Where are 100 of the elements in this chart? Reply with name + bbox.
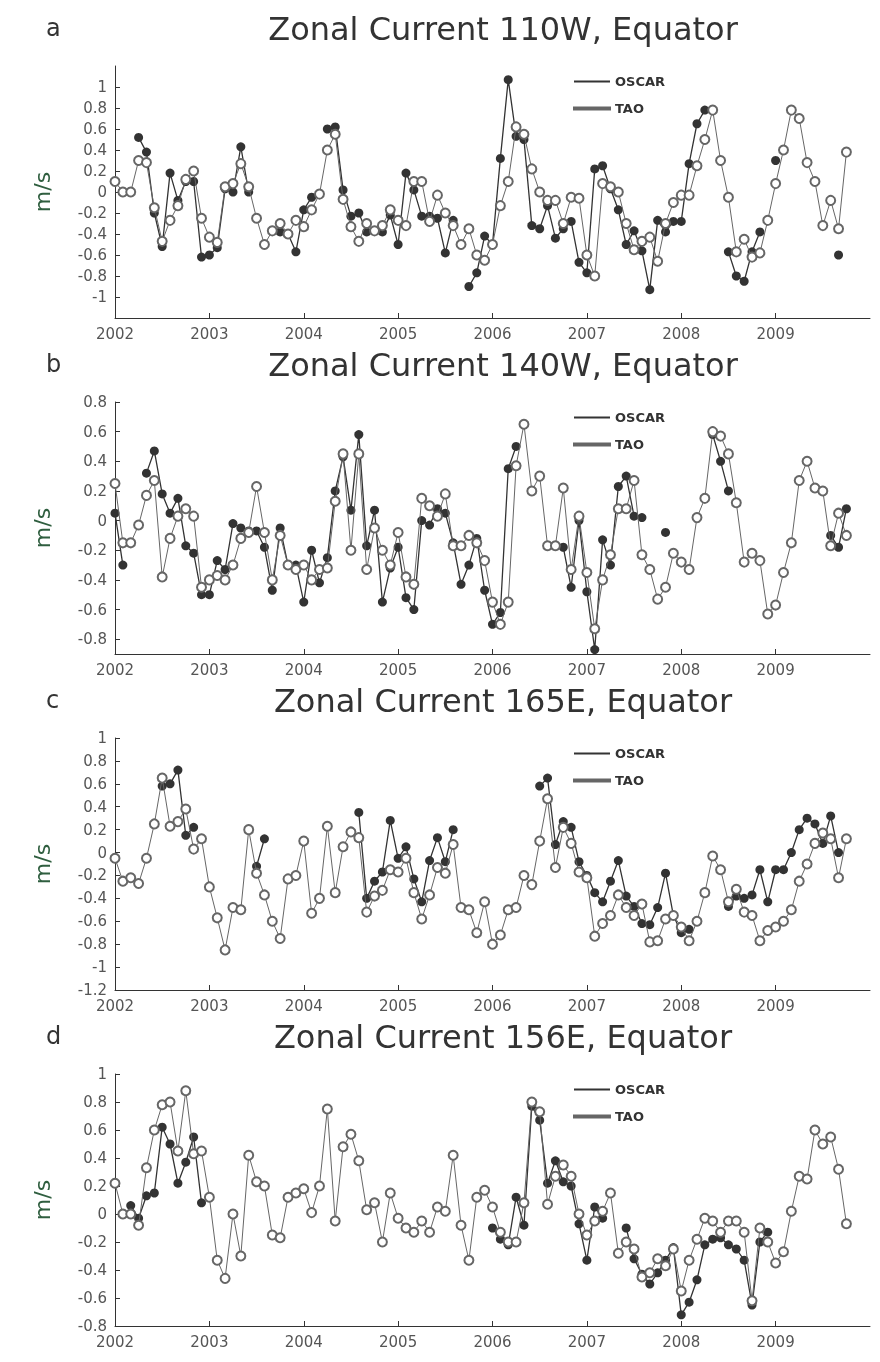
x-tick-label: 2006	[473, 996, 512, 1015]
point	[425, 856, 435, 866]
y-tick-label: 0.2	[83, 481, 107, 500]
x-tick-label: 2009	[756, 1332, 795, 1351]
x-tick-label: 2005	[379, 660, 418, 679]
y-tick-label: 0.4	[83, 797, 107, 816]
y-tick-label: -0.2	[77, 1233, 107, 1251]
text: b	[46, 350, 62, 378]
y-tick-label: 0	[97, 843, 107, 862]
x-tick-label: 2005	[379, 996, 418, 1015]
point	[692, 1275, 702, 1285]
y-axis-title: m/s	[29, 507, 55, 549]
point	[731, 1244, 741, 1254]
point	[605, 876, 615, 886]
y-tick-label: -0.4	[77, 1261, 107, 1279]
y-tick-label: 1	[97, 78, 107, 96]
x-tick-label: 2006	[473, 1332, 512, 1351]
point	[488, 1223, 497, 1233]
x-tick-label: 2007	[567, 996, 606, 1015]
point	[550, 1156, 560, 1166]
y-tick-label: -1	[92, 288, 107, 306]
x-tick-label: 2009	[756, 996, 795, 1015]
point	[676, 1310, 686, 1320]
y-tick-label: 0.4	[83, 141, 107, 159]
y-tick-label: -0.4	[77, 570, 107, 589]
legend-label: OSCAR	[615, 746, 666, 761]
point	[763, 897, 773, 907]
point	[826, 811, 836, 821]
point	[535, 781, 545, 791]
x-tick-label: 2008	[662, 324, 701, 343]
point	[661, 868, 671, 878]
point	[590, 888, 600, 898]
point	[165, 779, 175, 789]
y-tick-label: 0.6	[83, 422, 107, 441]
y-tick-label: -0.8	[77, 630, 107, 649]
y-tick-label: 0	[97, 511, 107, 530]
x-tick-label: 2003	[190, 1332, 229, 1351]
x-tick-label: 2009	[756, 660, 795, 679]
x-tick-label: 2006	[473, 660, 512, 679]
y-tick-label: -0.8	[77, 1317, 107, 1335]
point	[417, 897, 427, 907]
point	[354, 807, 364, 817]
point	[613, 856, 623, 866]
y-tick-label: 0.6	[83, 774, 107, 793]
point	[834, 848, 844, 858]
y-tick-label: 0.4	[83, 452, 107, 471]
legend-label: TAO	[615, 1109, 644, 1124]
y-tick-label: 0.6	[83, 120, 107, 138]
point	[747, 890, 757, 900]
x-tick-label: 2004	[284, 1332, 323, 1351]
y-tick-label: -1	[92, 958, 107, 977]
chart-title: Zonal Current 156E, Equator	[273, 1018, 733, 1056]
point	[126, 1201, 136, 1211]
point	[165, 1139, 175, 1149]
point	[755, 865, 765, 875]
y-tick-label: 0.4	[83, 1149, 107, 1167]
y-axis-title: m/s	[29, 171, 55, 213]
x-tick-label: 2005	[379, 1332, 418, 1351]
point	[684, 1297, 694, 1307]
y-tick-label: 1	[97, 1065, 107, 1083]
point	[149, 1188, 159, 1198]
chart-title: Zonal Current 110W, Equator	[268, 10, 739, 48]
point	[786, 848, 796, 858]
x-tick-label: 2002	[95, 660, 135, 679]
y-tick-label: -0.4	[77, 225, 107, 243]
legend-label: TAO	[615, 773, 644, 788]
y-tick-label: -0.2	[77, 866, 107, 885]
point	[558, 1177, 568, 1187]
point	[157, 1122, 167, 1132]
point	[543, 773, 553, 783]
text: c	[46, 686, 60, 714]
point	[259, 834, 269, 844]
legend-label: TAO	[615, 437, 644, 452]
x-tick-label: 2003	[190, 996, 229, 1015]
x-tick-label: 2005	[379, 324, 418, 343]
y-tick-label: -1.2	[77, 981, 107, 999]
y-tick-label: -0.6	[77, 1289, 107, 1307]
x-tick-label: 2007	[567, 660, 606, 679]
text: d	[46, 1022, 62, 1050]
x-tick-label: 2002	[95, 324, 135, 343]
x-tick-label: 2007	[567, 1332, 606, 1351]
x-tick-label: 2007	[567, 324, 606, 343]
legend-label: OSCAR	[615, 74, 666, 89]
point	[802, 813, 812, 823]
x-tick-label: 2009	[756, 324, 795, 343]
y-tick-label: -0.6	[77, 246, 107, 264]
x-tick-label: 2008	[662, 1332, 701, 1351]
point	[708, 1234, 718, 1244]
point	[590, 1202, 600, 1212]
point	[810, 819, 820, 829]
legend-label: OSCAR	[615, 410, 666, 425]
point	[511, 1192, 521, 1202]
y-axis-title: m/s	[29, 1179, 55, 1221]
x-tick-label: 2002	[95, 1332, 135, 1351]
point	[763, 1227, 773, 1237]
point	[401, 842, 411, 852]
y-tick-label: -0.2	[77, 541, 107, 560]
point	[598, 897, 608, 907]
point	[653, 903, 663, 913]
point	[739, 893, 749, 903]
